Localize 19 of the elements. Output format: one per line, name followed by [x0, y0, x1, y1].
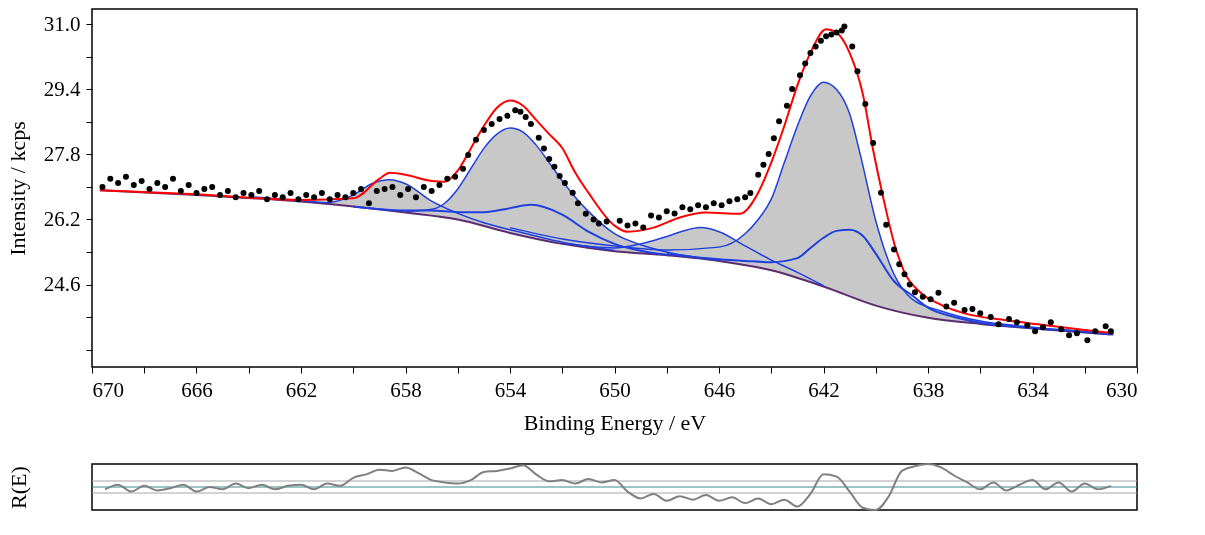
x-tick-label: 634 [1017, 377, 1050, 402]
x-tick-label: 666 [181, 377, 213, 402]
x-axis-title: Binding Energy / eV [523, 409, 707, 435]
y-tick-label: 31.0 [43, 11, 81, 36]
x-tick-label: 654 [494, 377, 527, 402]
x-tick-label: 638 [912, 377, 945, 402]
x-tick-label: 646 [703, 377, 736, 402]
x-tick-label: 650 [599, 377, 631, 402]
y-tick-label: 29.4 [43, 76, 81, 101]
x-tick-label: 642 [808, 377, 840, 402]
y-axis-title: Intensity / kcps [4, 121, 30, 256]
y-tick-label: 26.2 [43, 206, 81, 231]
y-axis-title: R(E) [5, 466, 31, 509]
x-tick-label: 662 [285, 377, 318, 402]
y-tick-label: 24.6 [43, 272, 81, 297]
x-tick-label: 630 [1106, 377, 1138, 402]
x-tick-label: 658 [390, 377, 422, 402]
x-tick-label: 670 [92, 377, 124, 402]
y-tick-label: 27.8 [43, 141, 81, 166]
